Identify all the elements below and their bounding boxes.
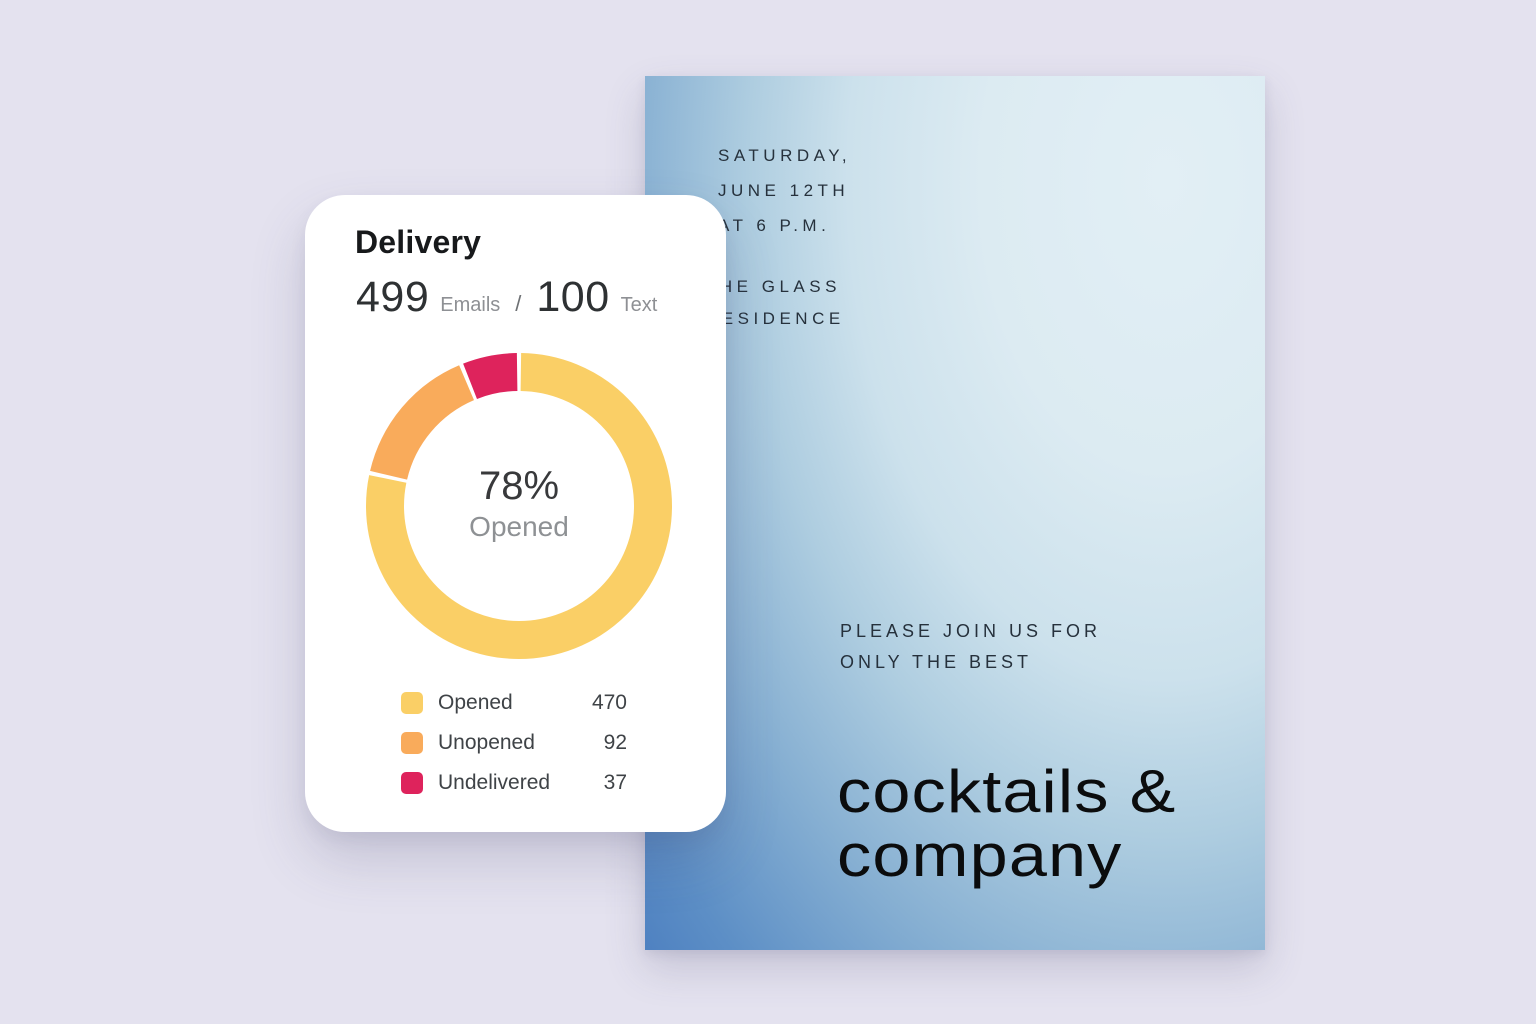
- invitation-date-line: SATURDAY,: [718, 146, 852, 165]
- texts-count: 100: [536, 273, 610, 321]
- legend-value: 37: [603, 771, 627, 794]
- count-divider: /: [515, 291, 522, 316]
- chart-legend: Opened 470 Unopened 92 Undelivered 37: [401, 683, 627, 803]
- delivery-stats-card[interactable]: Delivery 499 Emails / 100 Text 78% Opene…: [305, 195, 726, 832]
- legend-row: Opened 470: [401, 683, 627, 723]
- invitation-title: cocktails & company: [837, 760, 1176, 888]
- donut-center: 78% Opened: [359, 346, 679, 666]
- legend-label: Opened: [438, 691, 513, 714]
- invitation-date-line: AT 6 P.M.: [718, 216, 831, 235]
- donut-chart-rings: [366, 353, 672, 659]
- legend-label: Undelivered: [438, 771, 551, 794]
- legend-value: 92: [603, 731, 627, 754]
- invitation-title-line: cocktails &: [837, 758, 1177, 825]
- legend-swatch-unopened: [401, 732, 423, 754]
- invitation-intro-line: PLEASE JOIN US FOR: [840, 621, 1102, 641]
- legend-row: Undelivered 37: [401, 763, 627, 803]
- emails-unit: Emails: [440, 294, 501, 316]
- legend-swatch-undelivered: [401, 772, 423, 794]
- texts-unit: Text: [620, 294, 658, 316]
- invitation-date: SATURDAY, JUNE 12TH AT 6 P.M.: [718, 138, 851, 243]
- invitation-card[interactable]: SATURDAY, JUNE 12TH AT 6 P.M. THE GLASS …: [645, 76, 1265, 950]
- card-title: Delivery: [355, 224, 482, 260]
- legend-swatch-opened: [401, 692, 423, 714]
- legend-value: 470: [591, 691, 627, 714]
- donut-segment-opened: [366, 353, 672, 659]
- invitation-date-line: JUNE 12TH: [718, 181, 850, 200]
- delivery-counts: 499 Emails / 100 Text: [356, 273, 686, 322]
- invitation-title-line: company: [837, 822, 1123, 889]
- opened-percent: 78%: [478, 464, 560, 508]
- invitation-venue: THE GLASS RESIDENCE: [705, 271, 845, 335]
- donut-chart: 78% Opened: [359, 346, 679, 666]
- invitation-venue-line: THE GLASS: [705, 277, 841, 296]
- invitation-intro-line: ONLY THE BEST: [840, 652, 1033, 672]
- emails-count: 499: [356, 273, 430, 321]
- opened-label: Opened: [469, 511, 569, 542]
- invitation-intro: PLEASE JOIN US FOR ONLY THE BEST: [840, 616, 1101, 678]
- legend-label: Unopened: [438, 731, 535, 754]
- legend-row: Unopened 92: [401, 723, 627, 763]
- invitation-venue-line: RESIDENCE: [705, 309, 845, 328]
